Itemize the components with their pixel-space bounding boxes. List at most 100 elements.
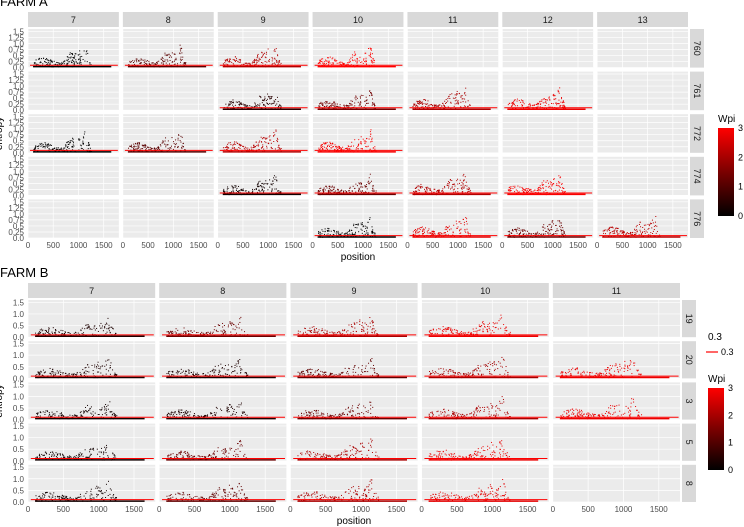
data-point [503, 324, 505, 326]
data-point [79, 63, 81, 65]
facet-panel [312, 156, 404, 196]
data-point [462, 98, 464, 100]
data-point [372, 187, 374, 189]
data-point [327, 145, 329, 147]
data-point [42, 369, 44, 371]
data-point [168, 372, 170, 374]
data-point [237, 190, 239, 192]
x-tick-label: 500 [141, 241, 155, 250]
data-point [636, 224, 638, 226]
data-point [425, 227, 427, 229]
data-point [559, 177, 561, 179]
data-point [196, 332, 198, 334]
data-point [482, 328, 484, 330]
data-point [354, 235, 356, 237]
data-point [554, 95, 556, 97]
data-point [166, 59, 168, 61]
data-point [460, 223, 462, 225]
data-point [44, 143, 46, 145]
row-strip-label: 761 [692, 83, 702, 98]
data-point [545, 189, 547, 191]
data-point [360, 142, 362, 144]
data-point [55, 372, 57, 374]
data-point [465, 87, 467, 89]
data-point [455, 97, 457, 99]
data-point [138, 60, 140, 62]
data-point [541, 182, 543, 184]
data-point [136, 58, 138, 60]
data-point [444, 232, 446, 234]
data-point [109, 373, 111, 375]
data-point [259, 105, 261, 107]
colorbar-tick-label: 2 [738, 152, 743, 162]
data-point [226, 59, 228, 61]
data-point [185, 332, 187, 334]
data-point [542, 184, 544, 186]
data-point [232, 102, 234, 104]
data-point [632, 232, 634, 234]
data-point [488, 322, 490, 324]
data-point [533, 105, 535, 107]
data-point [350, 324, 352, 326]
data-point [449, 182, 451, 184]
facet-panel [312, 71, 404, 111]
data-point [426, 190, 428, 192]
data-point [88, 325, 90, 327]
data-point [527, 189, 529, 191]
data-point [235, 148, 237, 150]
data-point [371, 140, 373, 142]
data-point [317, 63, 319, 65]
data-point [68, 61, 70, 63]
data-point [145, 149, 147, 151]
data-point [361, 183, 363, 185]
data-point [486, 328, 488, 330]
data-point [459, 333, 461, 335]
data-point [321, 371, 323, 373]
data-point [451, 331, 453, 333]
data-point [237, 191, 239, 193]
data-point [510, 105, 512, 107]
facet-panel [596, 156, 688, 196]
facet-panel [501, 199, 594, 239]
data-point [168, 53, 170, 55]
data-point [108, 330, 110, 332]
data-point [244, 146, 246, 148]
data-point [214, 374, 216, 376]
data-point [643, 231, 645, 233]
data-point [35, 63, 37, 65]
data-point [72, 146, 74, 148]
data-point [259, 58, 261, 60]
data-point [138, 145, 140, 147]
data-point [354, 51, 356, 53]
data-point [534, 189, 536, 191]
data-point [276, 59, 278, 61]
data-point [562, 187, 564, 189]
data-point [164, 60, 166, 62]
data-point [268, 96, 270, 98]
data-point [329, 105, 331, 107]
data-point [647, 234, 649, 236]
data-point [338, 62, 340, 64]
data-point [212, 370, 214, 372]
data-point [106, 328, 108, 330]
data-point [86, 61, 88, 63]
data-point [345, 65, 347, 67]
data-point [314, 331, 316, 333]
data-point [134, 63, 136, 65]
data-point [318, 149, 320, 151]
data-point [278, 60, 280, 62]
data-point [172, 370, 174, 372]
data-point [235, 325, 237, 327]
data-point [519, 234, 521, 236]
data-point [49, 144, 51, 146]
row-strip-label: 8 [684, 481, 694, 486]
data-point [193, 371, 195, 373]
data-point [322, 63, 324, 65]
data-point [137, 146, 139, 148]
data-point [504, 329, 506, 331]
data-point [513, 100, 515, 102]
data-point [332, 63, 334, 65]
data-point [613, 230, 615, 232]
data-point [369, 317, 371, 319]
data-point [363, 58, 365, 60]
